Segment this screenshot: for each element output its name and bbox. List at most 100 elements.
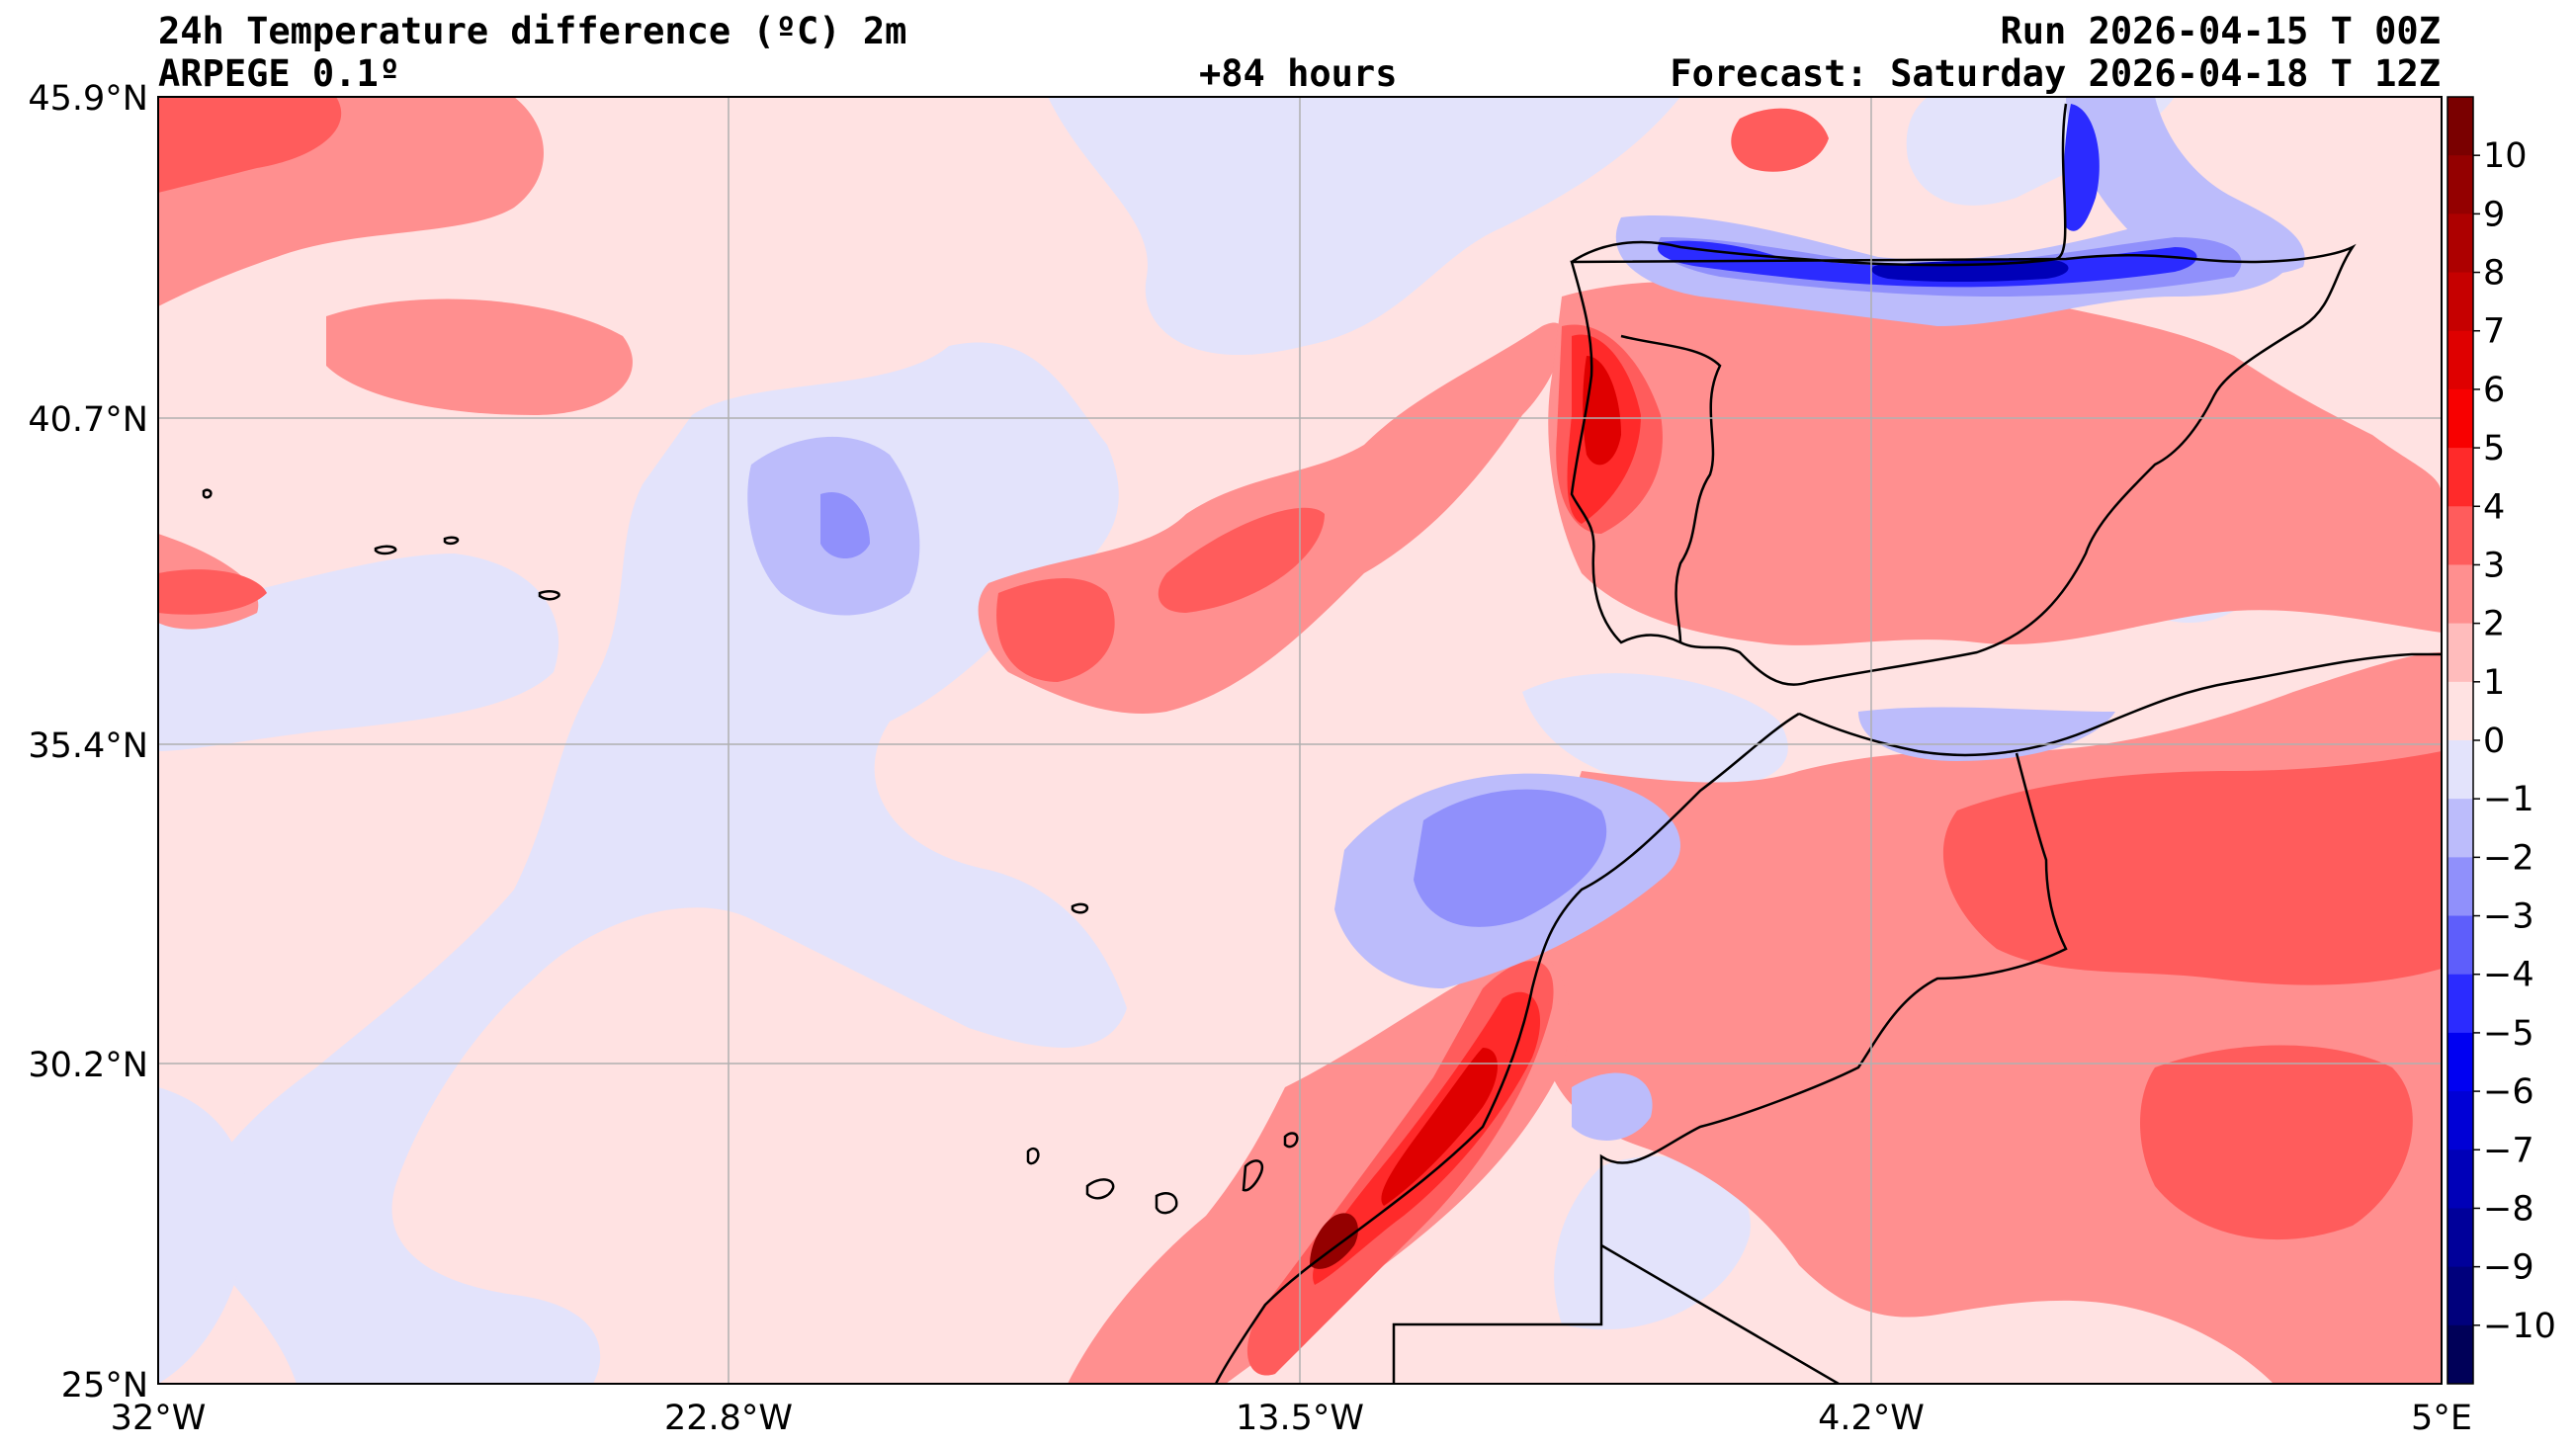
lon-tick-label: 13.5°W — [1236, 1399, 1364, 1438]
azores-and-madeira-islands — [202, 488, 1089, 914]
field-minus1-to-minus2-strait — [1858, 707, 2115, 761]
colorbar-tick-label: 1 — [2483, 663, 2505, 703]
colorbar-tick-label: −4 — [2483, 956, 2534, 995]
colorbar-segment — [2447, 506, 2473, 565]
colorbar-segment — [2447, 623, 2473, 683]
morocco-algeria-border — [1392, 752, 2068, 1384]
colorbar-segment — [2447, 97, 2473, 156]
field-minus4-to-minus5-cantabria — [1657, 240, 2197, 288]
colorbar-segment — [2447, 681, 2473, 741]
lat-tick-label: 25°N — [61, 1366, 148, 1405]
field-plus1-to-plus2-atlas-coast — [1068, 949, 1570, 1384]
coastlines — [202, 103, 2442, 1384]
field-plus2-to-plus3-algeria — [1942, 751, 2442, 985]
colorbar-segment — [2447, 974, 2473, 1034]
colorbar-segment — [2447, 1324, 2473, 1385]
lon-tick-label: 5°E — [2411, 1399, 2472, 1438]
colorbar-segment — [2447, 1150, 2473, 1209]
colorbar-segment — [2447, 330, 2473, 390]
island-outline — [202, 488, 213, 499]
colorbar-tick-label: 3 — [2483, 546, 2505, 585]
colorbar-tick-label: 2 — [2483, 605, 2505, 644]
lon-tick-label: 4.2°W — [1818, 1399, 1925, 1438]
field-plus5-to-plus6-morocco — [1381, 1048, 1498, 1206]
run-label: Run 2026-04-15 T 00Z — [2000, 10, 2441, 52]
colorbar-segment — [2447, 388, 2473, 449]
colorbar-segment — [2447, 857, 2473, 917]
colorbar-tick-label: 4 — [2483, 487, 2505, 527]
field-plus5-to-plus6-portugal — [1583, 356, 1621, 466]
field-plus1-to-plus2-iberia — [1548, 282, 2442, 645]
field-plus2-to-plus3-north-west — [158, 97, 342, 193]
lat-tick-label: 30.2°N — [28, 1046, 148, 1085]
field-zero-to-minus1-north-atlantic — [1048, 97, 1680, 356]
field-minus1-to-minus2-french-coast — [2066, 97, 2305, 276]
colorbar-segment — [2447, 799, 2473, 858]
colorbar-tick-label: −1 — [2483, 780, 2534, 819]
field-plus2-to-plus3-sahara-east — [2140, 1045, 2413, 1240]
colorbar-segment — [2447, 564, 2473, 625]
field-zero-to-minus1-south-west — [158, 1087, 249, 1384]
colorbar-segment — [2447, 1208, 2473, 1268]
forecast-label: Forecast: Saturday 2026-04-18 T 12Z — [1670, 52, 2441, 95]
colorbar-segment — [2447, 272, 2473, 332]
island-outline — [1283, 1132, 1299, 1149]
colorbar-segment — [2447, 155, 2473, 214]
island-outline — [374, 545, 397, 555]
colorbar-tick-label: 6 — [2483, 371, 2505, 410]
latitude-axis: 45.9°N 40.7°N 35.4°N 30.2°N 25°N — [28, 79, 148, 1405]
colorbar-tick-label: 7 — [2483, 312, 2505, 352]
map-title: 24h Temperature difference (ºC) 2m — [158, 10, 907, 52]
field-zero-to-minus1-gibraltar — [1522, 673, 1788, 791]
field-zero-to-minus1-sahara — [1554, 1155, 1751, 1330]
colorbar-tick-label: −10 — [2483, 1307, 2556, 1346]
field-zero-to-minus1-central-atlantic — [196, 342, 1127, 1384]
colorbar-segment — [2447, 1032, 2473, 1092]
map-plot-area — [158, 97, 2442, 1384]
iberia-coastline — [1570, 103, 2357, 686]
lat-tick-label: 40.7°N — [28, 400, 148, 440]
portugal-spain-border — [1620, 334, 1722, 643]
lead-time-label: +84 hours — [1199, 52, 1398, 95]
field-plus2-to-plus3-france-sw — [1731, 108, 1829, 172]
colorbar-tick-label: −5 — [2483, 1014, 2534, 1054]
graticule — [158, 97, 2442, 1384]
lon-tick-label: 22.8°W — [664, 1399, 793, 1438]
colorbar-tick-label: −3 — [2483, 897, 2534, 937]
canary-islands — [1026, 1132, 1299, 1215]
colorbar-tick-label: 0 — [2483, 722, 2505, 761]
field-minus4-to-minus5-french-coast — [2063, 104, 2100, 231]
colorbar-segment — [2447, 1091, 2473, 1150]
colorbar-tick-label: 5 — [2483, 429, 2505, 468]
island-outline — [1026, 1147, 1040, 1165]
field-plus2-to-plus3-azores-west — [158, 569, 267, 615]
colorbar-tick-label: −6 — [2483, 1072, 2534, 1112]
colorbar-tick-label: −8 — [2483, 1189, 2534, 1229]
lon-tick-label: 32°W — [111, 1399, 207, 1438]
colorbar-tick-label: −2 — [2483, 838, 2534, 878]
lat-tick-label: 35.4°N — [28, 726, 148, 766]
island-outline — [443, 536, 460, 546]
colorbar-tick-label: 8 — [2483, 254, 2505, 294]
colorbar-tick-label: 10 — [2483, 136, 2528, 176]
lat-tick-label: 45.9°N — [28, 79, 148, 119]
field-plus2-to-plus3-central-band — [996, 578, 1115, 682]
model-label: ARPEGE 0.1º — [158, 52, 401, 95]
island-outline — [1155, 1192, 1178, 1215]
field-minus1-to-minus2-high-atlas — [1572, 1072, 1653, 1141]
colorbar-tick-label: −7 — [2483, 1131, 2534, 1170]
field-plus8-to-plus9-western-sahara — [1310, 1213, 1358, 1269]
colorbar-tick-label: −9 — [2483, 1248, 2534, 1288]
island-outline — [538, 590, 560, 601]
colorbar-segment — [2447, 740, 2473, 800]
island-outline — [1242, 1159, 1264, 1192]
field-plus2-to-plus3-atlantic-streak — [1158, 507, 1325, 613]
island-outline — [1085, 1178, 1115, 1200]
field-plus1-to-plus2-atlantic-swath — [326, 298, 633, 415]
field-minus2-to-minus3-madeira-basin — [1414, 789, 1607, 927]
north-africa-coastline — [1214, 652, 2442, 1384]
island-outline — [1071, 902, 1089, 914]
colorbar-segment — [2447, 915, 2473, 976]
